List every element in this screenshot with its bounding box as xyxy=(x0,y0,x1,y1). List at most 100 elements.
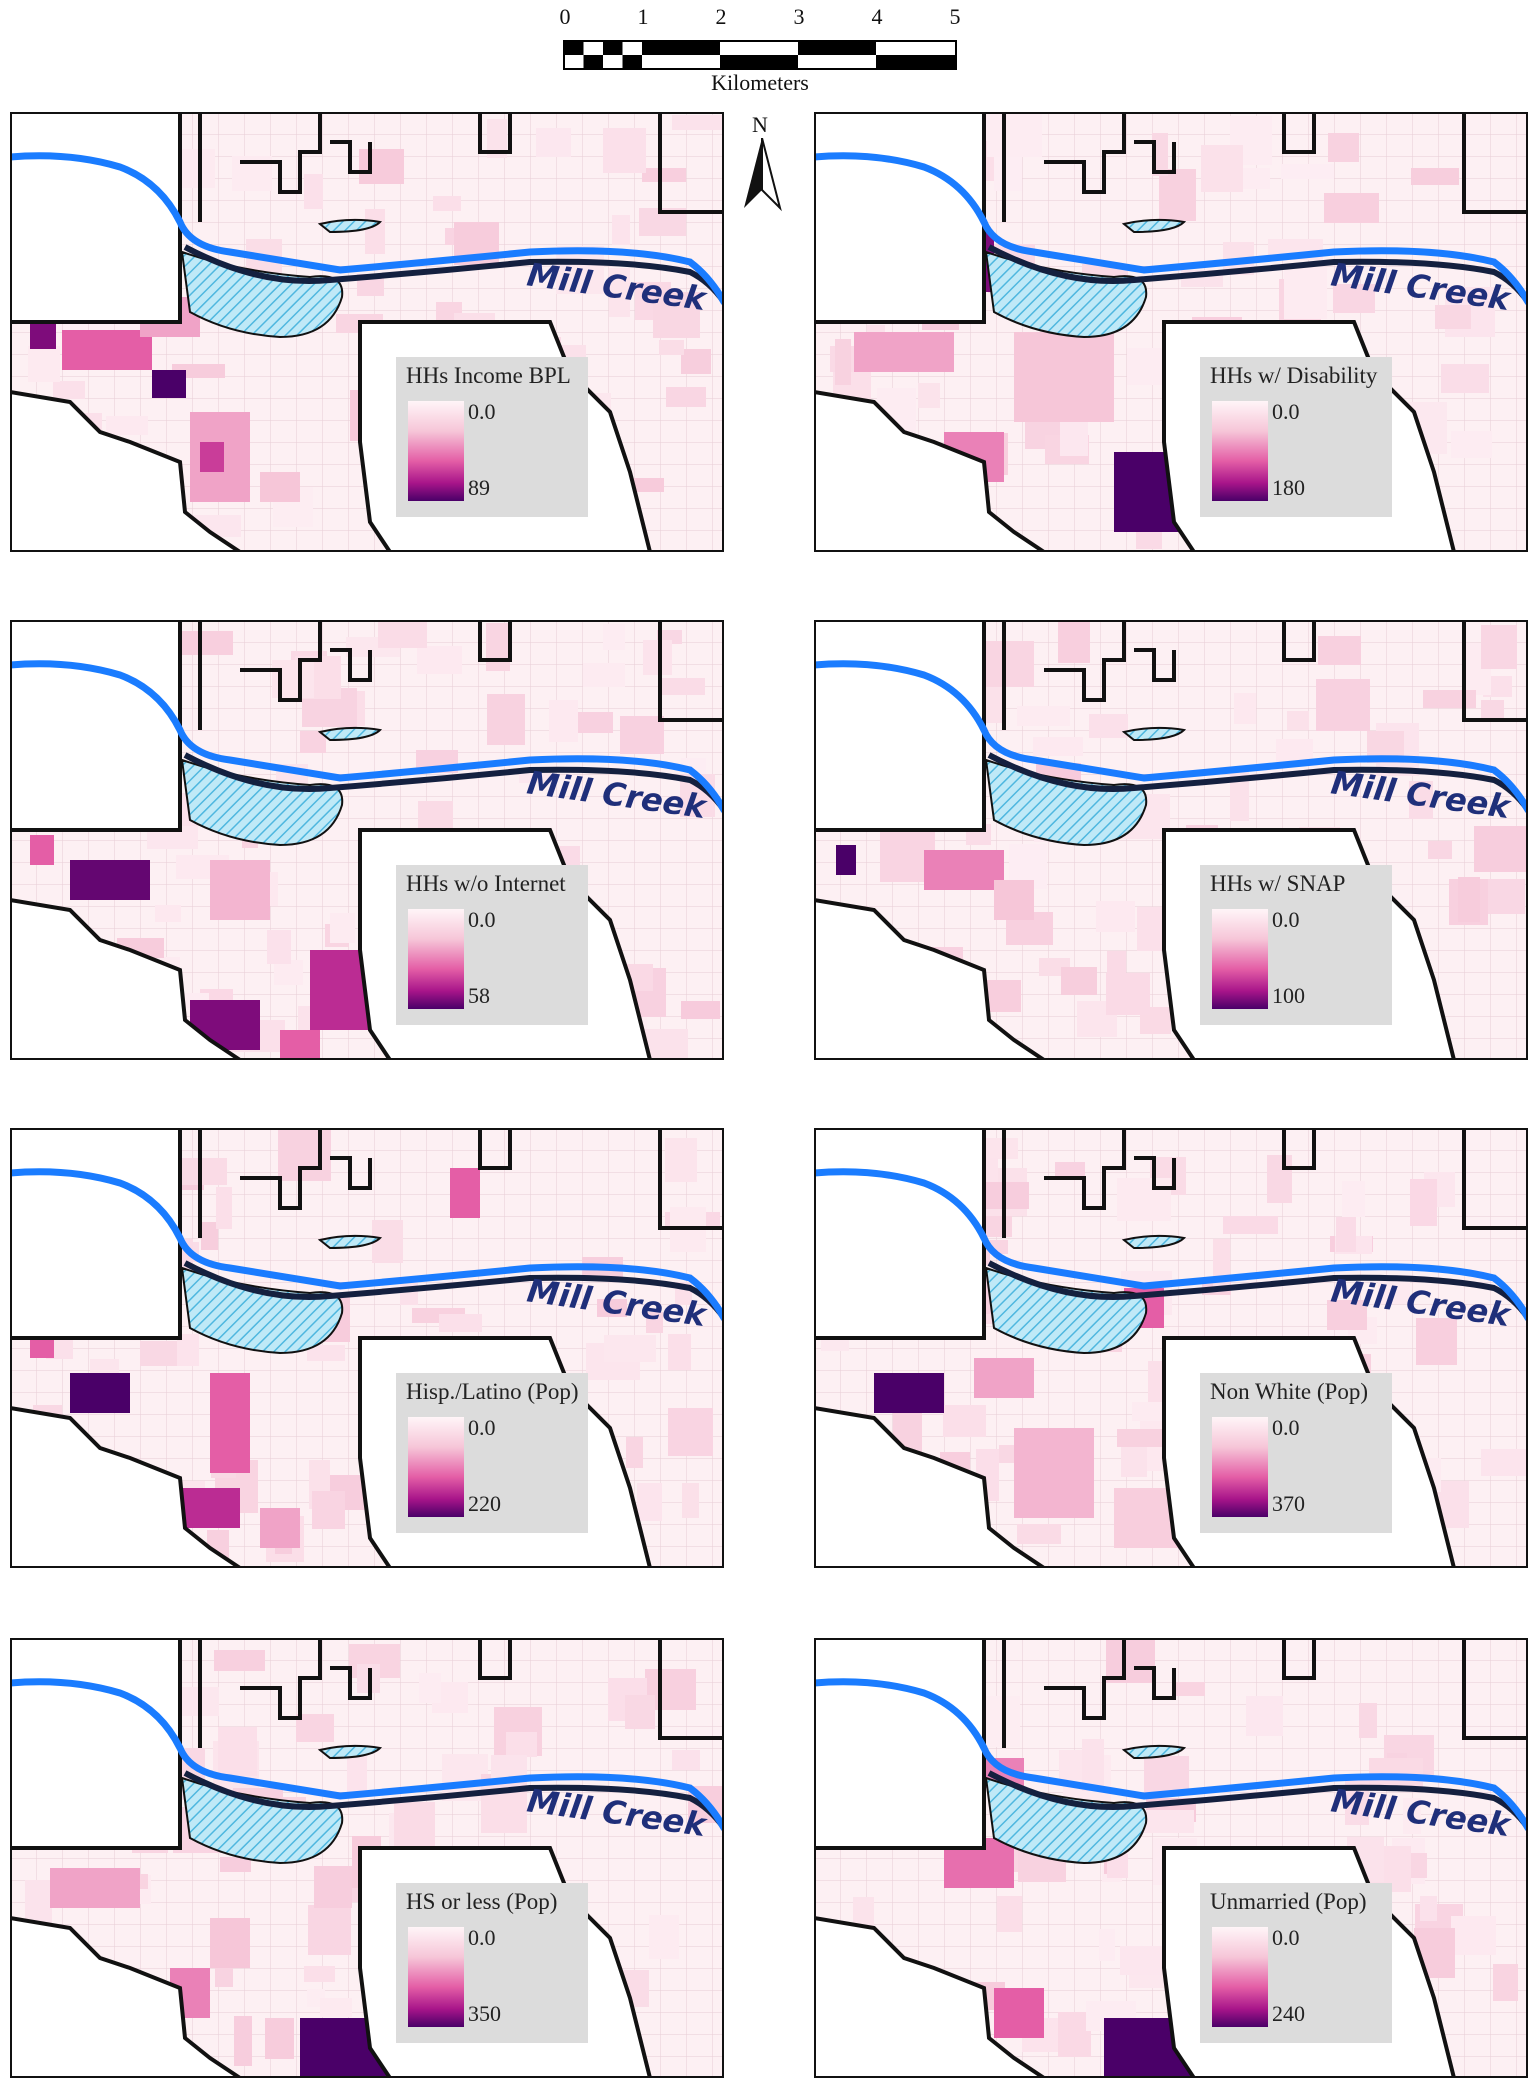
map-legend: HHs Income BPL 0.0 89 xyxy=(396,357,588,517)
highlight-tract xyxy=(210,1918,250,1968)
outside-area-southwest xyxy=(10,1915,244,2078)
legend-title: HHs w/ Disability xyxy=(1210,363,1378,388)
legend-color-ramp xyxy=(1212,1927,1268,2027)
outside-area-southwest xyxy=(10,1405,244,1568)
highlight-tract xyxy=(994,880,1034,920)
tract-block xyxy=(682,1483,699,1518)
creek-channel xyxy=(987,244,1528,304)
map-panel-income-bpl: Mill Creek HHs Income BPL 0.0 89 xyxy=(10,112,724,552)
highlight-tract xyxy=(836,845,856,875)
floodplain-area xyxy=(180,1266,344,1355)
tract-block xyxy=(1144,1756,1189,1795)
highlight-tract xyxy=(70,1373,130,1413)
tract-block xyxy=(943,1405,986,1437)
floodplain-area xyxy=(180,250,344,339)
mill-creek-line xyxy=(814,660,1528,814)
tract-block xyxy=(304,1966,335,1982)
highlight-tract xyxy=(1014,1428,1094,1518)
city-boundary xyxy=(198,1638,724,1748)
highlight-tract xyxy=(1014,332,1114,422)
tract-block xyxy=(296,1714,334,1742)
tract-block xyxy=(642,168,686,182)
floodplain-area-small xyxy=(1121,1744,1187,1760)
legend-color-ramp xyxy=(408,909,464,1009)
tract-block xyxy=(1327,1300,1367,1330)
tract-block xyxy=(201,1222,218,1250)
highlight-tract xyxy=(210,1373,250,1473)
tract-block xyxy=(1416,1318,1457,1365)
city-boundary xyxy=(1002,620,1528,730)
legend-min-value: 0.0 xyxy=(1272,907,1300,932)
tract-block xyxy=(1342,1181,1365,1217)
tract-block xyxy=(347,1752,367,1794)
scale-bar-graphic xyxy=(563,40,957,70)
tract-block xyxy=(1328,133,1359,162)
legend-title: HS or less (Pop) xyxy=(406,1889,558,1914)
tract-block xyxy=(439,1314,482,1332)
mill-creek-line xyxy=(10,660,724,814)
tract-block xyxy=(1451,1916,1496,1955)
tract-block xyxy=(1333,284,1375,313)
legend-color-ramp xyxy=(408,1927,464,2027)
tract-block xyxy=(603,128,646,173)
legend-max-value: 180 xyxy=(1272,475,1305,500)
tract-block xyxy=(214,1650,265,1671)
tract-block xyxy=(1058,621,1090,663)
tract-block xyxy=(1284,267,1327,319)
map-canvas: Mill Creek xyxy=(10,1638,724,2078)
tract-block xyxy=(1318,636,1361,665)
tract-block xyxy=(1017,706,1070,726)
tract-block xyxy=(1120,1946,1165,1975)
floodplain-area-small xyxy=(317,218,383,234)
legend-color-ramp xyxy=(408,1417,464,1517)
mill-creek-line xyxy=(10,1678,724,1832)
legend-max-value: 100 xyxy=(1272,983,1305,1008)
tract-block xyxy=(53,381,85,399)
tract-block xyxy=(218,1727,257,1776)
tract-block xyxy=(659,340,684,355)
tract-block xyxy=(1359,1703,1377,1738)
creek-channel xyxy=(987,752,1528,812)
tract-block xyxy=(649,1915,679,1959)
tract-block xyxy=(307,1345,345,1361)
outside-area-northwest xyxy=(10,1638,182,1850)
map-canvas: Mill Creek xyxy=(10,620,724,1060)
highlight-tract xyxy=(854,332,954,372)
highlight-tract xyxy=(260,1508,300,1548)
map-canvas: Mill Creek xyxy=(814,112,1528,552)
floodplain-area xyxy=(984,250,1148,339)
tract-block xyxy=(359,149,404,184)
tract-block xyxy=(312,1491,345,1529)
floodplain-area-small xyxy=(317,1234,383,1250)
map-canvas: Mill Creek xyxy=(10,112,724,552)
map-canvas: Mill Creek xyxy=(10,1128,724,1568)
tract-block xyxy=(668,1334,691,1370)
outside-area-southwest xyxy=(814,897,1048,1060)
map-panel-hs-or-less: Mill Creek HS or less (Pop) 0.0 350 xyxy=(10,1638,724,2078)
city-boundary xyxy=(198,112,724,222)
scale-tick-4: 4 xyxy=(871,4,883,29)
floodplain-area xyxy=(984,1776,1148,1865)
highlight-tract xyxy=(924,850,1004,890)
tract-block xyxy=(1117,1429,1169,1447)
tract-block xyxy=(1141,1810,1194,1833)
floodplain-area-small xyxy=(1121,726,1187,742)
tract-block xyxy=(659,678,705,695)
city-boundary xyxy=(1002,1638,1528,1748)
tract-block xyxy=(1159,169,1196,221)
map-legend: HHs w/ Disability 0.0 180 xyxy=(1200,357,1392,517)
tract-block xyxy=(1017,1524,1061,1544)
tract-block xyxy=(672,1750,700,1770)
map-panel-no-internet: Mill Creek HHs w/o Internet 0.0 58 xyxy=(10,620,724,1060)
highlight-tract xyxy=(260,472,300,502)
scale-bar: 0 1 2 3 4 5 Kilometers xyxy=(0,0,1535,100)
legend-title: Hisp./Latino (Pop) xyxy=(406,1379,579,1404)
tract-block xyxy=(644,1029,688,1060)
city-boundary xyxy=(198,1128,724,1238)
tract-block xyxy=(1082,1739,1104,1791)
legend-min-value: 0.0 xyxy=(468,1415,496,1440)
tract-block xyxy=(1106,1638,1155,1683)
creek-channel xyxy=(183,244,724,304)
tract-block xyxy=(487,119,507,158)
map-frame xyxy=(814,620,1528,1060)
